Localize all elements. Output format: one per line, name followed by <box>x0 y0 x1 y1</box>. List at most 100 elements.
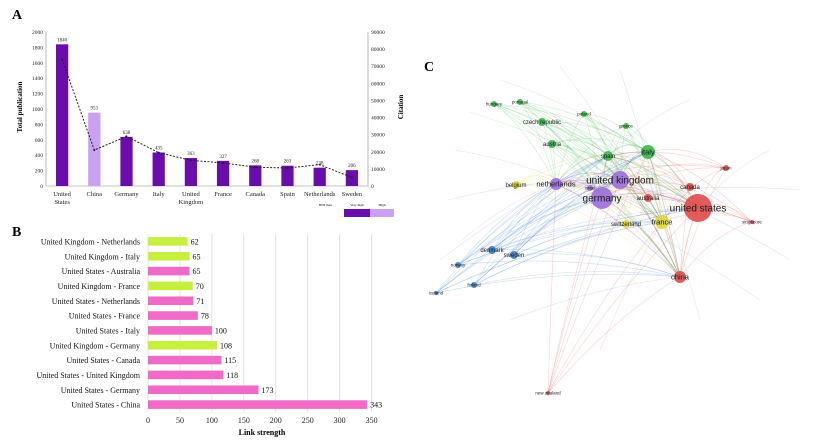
chart-b-bar <box>148 355 222 365</box>
network-node-label: poland <box>577 112 591 117</box>
network-link <box>647 151 701 321</box>
network-node <box>655 215 669 229</box>
network-link <box>515 172 621 186</box>
network-node-label: china <box>671 273 690 282</box>
chart-b-value-label: 108 <box>220 341 232 350</box>
network-link <box>513 155 609 256</box>
network-link <box>499 79 649 153</box>
network-nodes <box>434 99 754 395</box>
chart-b-value-label: 173 <box>262 386 274 395</box>
network-link <box>513 207 699 256</box>
chart-b-x-tick-label: 100 <box>206 416 218 425</box>
network-link <box>647 151 681 278</box>
network-link <box>555 182 699 209</box>
network-link <box>547 155 609 394</box>
chart-a-legend-very-high-label: Very high <box>350 203 364 207</box>
chart-b-value-label: 71 <box>196 297 204 306</box>
chart-a-legend: HDI mex Very high High <box>319 203 394 217</box>
network-link <box>513 253 681 278</box>
chart-a-bar <box>184 158 198 186</box>
network-node-label: france <box>652 218 673 227</box>
chart-a-value-label: 363 <box>187 152 195 157</box>
chart-a-value-label: 327 <box>219 155 227 160</box>
network-link <box>439 155 609 261</box>
chart-a-y2-tick-label: 50000 <box>371 98 385 104</box>
chart-b-bars <box>148 237 368 409</box>
chart-b-category-label: United Kingdom - Germany <box>50 341 140 350</box>
chart-a-y-tick-label: 800 <box>35 122 44 128</box>
network-node-label: hungary <box>486 102 503 107</box>
network-node <box>674 271 686 283</box>
network-link <box>513 179 621 256</box>
network-node <box>538 118 546 126</box>
network-node-label: canada <box>680 185 700 191</box>
chart-a-bar <box>120 136 133 186</box>
network-node-label: new zealand <box>535 391 561 396</box>
network-link <box>513 221 663 256</box>
chart-b-value-label: 65 <box>193 252 201 261</box>
network-node <box>471 282 477 288</box>
network-link <box>519 101 649 153</box>
chart-a-y2-tick-label: 90000 <box>371 30 385 36</box>
chart-a-y2-axis-label: Citation <box>397 95 405 120</box>
network-node <box>548 140 556 148</box>
network-link <box>457 260 681 278</box>
chart-a-y-tick-label: 1400 <box>32 76 43 82</box>
network-link <box>679 186 691 278</box>
network-link <box>555 151 649 185</box>
network-link <box>547 179 621 394</box>
network-link <box>491 197 603 251</box>
network-link <box>457 197 603 266</box>
network-link <box>461 183 557 241</box>
network-link <box>491 183 557 251</box>
chart-a-legend-title: HDI mex <box>319 203 332 207</box>
network-link <box>457 151 649 266</box>
network-link <box>519 101 621 181</box>
network-link <box>555 183 681 278</box>
network-node-label: israel <box>585 186 596 191</box>
chart-a-citation-point <box>93 149 96 152</box>
chart-a-category-label: Spain <box>280 191 296 198</box>
network-link <box>601 167 727 199</box>
network-node <box>550 178 562 190</box>
chart-a-bars <box>55 44 359 186</box>
chart-b-category-label: United States - France <box>69 312 141 321</box>
network-link <box>469 111 699 209</box>
network-link <box>551 143 681 278</box>
network-node-label: greece <box>619 124 633 129</box>
network-link <box>541 121 663 223</box>
chart-a-y-tick-label: 200 <box>35 169 44 175</box>
network-link <box>435 221 663 294</box>
network-node <box>622 220 630 228</box>
chart-a-category-label: United <box>53 191 71 198</box>
chart-a-value-label: 1840 <box>57 38 68 43</box>
chart-b-value-label: 115 <box>224 356 236 365</box>
chart-a-citation-point <box>318 163 321 166</box>
network-link <box>491 207 699 251</box>
chart-a-y2-tick-label: 0 <box>371 184 374 190</box>
chart-a-y2-tick-label: 20000 <box>371 150 385 156</box>
chart-b-grid <box>147 234 372 412</box>
chart-a-category-label: Kingdom <box>179 199 204 206</box>
network-link <box>601 196 753 223</box>
network-node-label: austria <box>543 142 562 148</box>
network-link <box>547 151 649 394</box>
network-link <box>551 143 699 209</box>
network-link <box>473 207 699 286</box>
network-link <box>473 197 603 286</box>
network-link <box>555 183 627 225</box>
chart-a-bar <box>216 160 230 186</box>
network-link <box>607 155 681 278</box>
network-link <box>515 183 699 209</box>
panel-c-letter: C <box>424 60 434 75</box>
chart-a-y-tick-label: 2000 <box>32 30 43 36</box>
network-link <box>607 155 681 278</box>
network-link <box>541 121 609 157</box>
network-node <box>623 123 629 129</box>
network-link <box>493 103 557 185</box>
chart-a-citation-point <box>222 161 225 164</box>
network-link <box>619 69 681 278</box>
network-link <box>601 187 801 199</box>
